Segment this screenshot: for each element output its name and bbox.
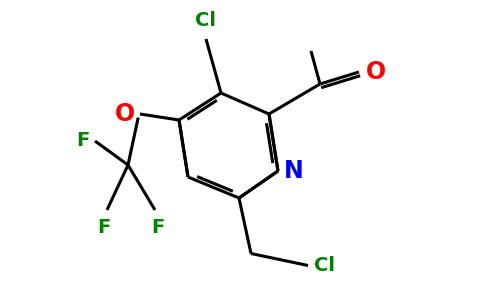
Text: N: N	[284, 159, 303, 183]
Text: O: O	[365, 60, 386, 84]
Text: O: O	[115, 102, 135, 126]
Text: F: F	[151, 218, 165, 237]
Text: F: F	[97, 218, 111, 237]
Text: F: F	[76, 131, 90, 151]
Text: Cl: Cl	[196, 11, 216, 30]
Text: Cl: Cl	[314, 256, 335, 275]
